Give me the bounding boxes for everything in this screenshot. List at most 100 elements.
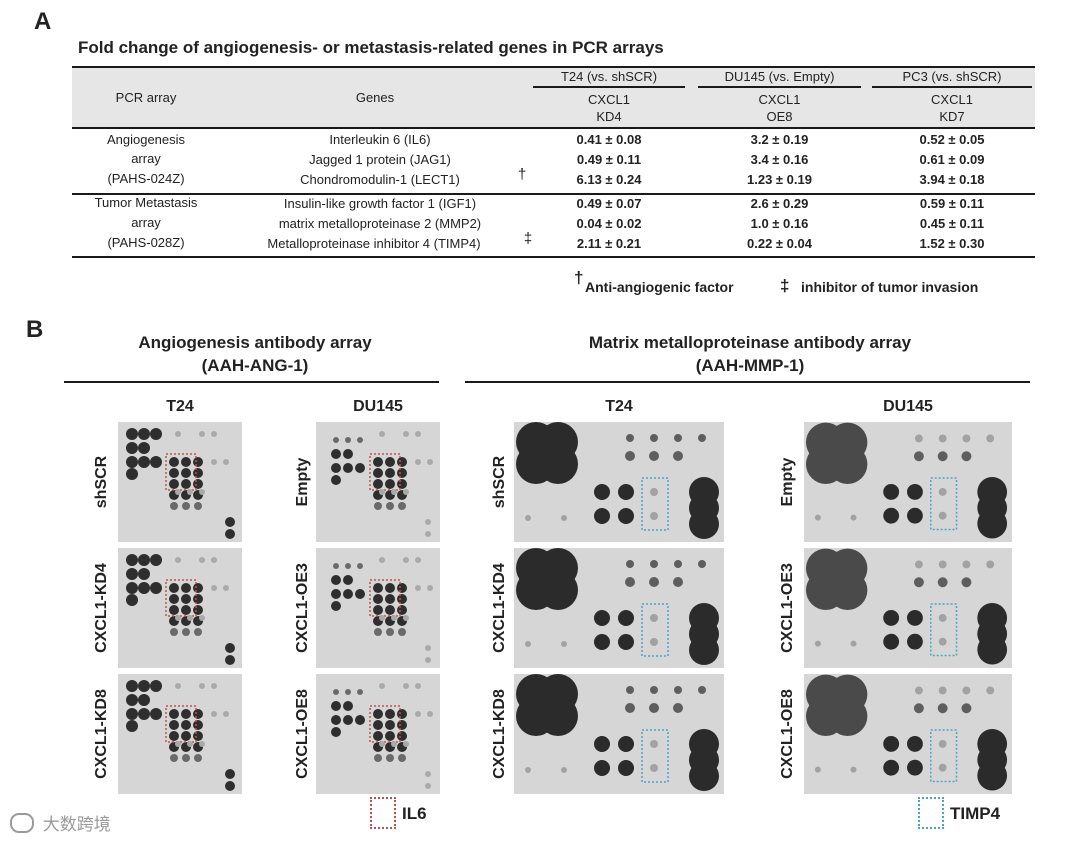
blot-spot — [527, 433, 567, 473]
blot-spot — [126, 456, 138, 468]
blot-spot — [594, 634, 610, 650]
blot-ang-du145-oe3 — [316, 548, 440, 668]
highlight-box — [165, 705, 197, 743]
blot-spot — [649, 451, 659, 461]
blot-spot — [403, 615, 409, 621]
blot-spot — [373, 479, 383, 489]
blot-image — [126, 554, 235, 665]
highlight-box — [641, 477, 669, 531]
blot-spot — [907, 735, 923, 752]
blot-spot — [343, 449, 353, 459]
blot-spot — [170, 754, 178, 762]
blot-spot — [193, 594, 203, 604]
blot-spot — [427, 459, 433, 465]
blot-ang-du145-empty — [316, 422, 440, 542]
blot-image — [126, 680, 235, 791]
il6-legend-box — [370, 797, 396, 829]
blot-spot — [397, 709, 407, 719]
blot-spot — [225, 643, 235, 653]
blot-spot — [938, 686, 947, 695]
blot-spot — [181, 583, 191, 593]
blot-spot — [379, 741, 385, 747]
blot-spot — [357, 437, 363, 443]
blot-mmp-du145-oe8 — [804, 674, 1012, 794]
mmp-array-rule — [465, 381, 1030, 383]
blot-spot — [698, 434, 706, 442]
blot-spot — [211, 431, 217, 437]
blot-spot — [331, 463, 341, 473]
blot-spot — [357, 563, 363, 569]
highlight-box — [930, 603, 958, 657]
blot-spot — [391, 741, 397, 747]
blot-spot — [126, 428, 138, 440]
blot-spot — [181, 709, 191, 719]
blot-spot — [194, 628, 202, 636]
gene-name: Metalloproteinase inhibitor 4 (TIMP4) — [267, 236, 481, 251]
blot-spot — [126, 468, 138, 480]
blot-spot — [379, 489, 385, 495]
value-pc3: 0.52 ± 0.05 — [919, 132, 985, 147]
blot-spot — [175, 431, 181, 437]
blot-spot — [343, 701, 353, 711]
blot-spot — [211, 711, 217, 717]
blot-spot — [938, 763, 947, 772]
blot-spot — [138, 582, 150, 594]
blot-spot — [187, 741, 193, 747]
blot-spot — [398, 754, 406, 762]
mmp-array-title: Matrix metalloproteinase antibody array — [588, 333, 912, 352]
blot-spot — [379, 557, 385, 563]
header-du145-line2: OE8 — [766, 109, 793, 124]
highlight-box — [930, 729, 958, 783]
blot-spot — [415, 711, 421, 717]
blot-spot — [385, 583, 395, 593]
blot-spot — [199, 615, 205, 621]
blot-spot — [649, 577, 659, 587]
blot-spot — [374, 502, 382, 510]
blot-spot — [211, 557, 217, 563]
blot-spot — [397, 583, 407, 593]
value-t24: 0.49 ± 0.11 — [576, 152, 642, 167]
blot-spot — [914, 560, 923, 569]
column-label-t24-ang: T24 — [166, 398, 194, 415]
blot-spot — [397, 720, 407, 730]
blot-spot — [182, 502, 190, 510]
blot-spot — [938, 560, 947, 569]
highlight-box — [165, 579, 197, 617]
blot-spot — [397, 479, 407, 489]
blot-spot — [403, 489, 409, 495]
blot-image — [331, 557, 433, 663]
header-t24-line2: KD4 — [596, 109, 622, 124]
blot-spot — [379, 615, 385, 621]
blot-spot — [182, 754, 190, 762]
blot-spot — [977, 760, 1008, 791]
blot-spot — [626, 434, 634, 442]
blot-spot — [170, 628, 178, 636]
row-label: shSCR — [93, 455, 110, 509]
blot-spot — [650, 638, 658, 646]
gene-name: Interleukin 6 (IL6) — [329, 132, 431, 147]
blot-spot — [698, 686, 706, 694]
blot-spot — [816, 559, 857, 600]
blot-image — [805, 548, 1008, 665]
value-pc3: 3.94 ± 0.18 — [919, 172, 985, 187]
blot-spot — [331, 589, 341, 599]
blot-spot — [345, 563, 351, 569]
blot-spot — [170, 502, 178, 510]
blot-spot — [961, 451, 972, 462]
blot-spot — [138, 680, 150, 692]
blot-spot — [814, 514, 821, 521]
blot-spot — [175, 741, 181, 747]
blot-spot — [398, 502, 406, 510]
value-du145: 1.23 ± 0.19 — [747, 172, 812, 187]
row-label: CXCL1-OE3 — [779, 563, 796, 653]
blot-spot — [650, 488, 658, 496]
blot-spot — [225, 529, 235, 539]
blot-spot — [883, 633, 900, 650]
blot-spot — [199, 683, 205, 689]
row-label: CXCL1-OE8 — [294, 689, 311, 779]
value-pc3: 0.45 ± 0.11 — [919, 216, 985, 231]
blot-spot — [331, 727, 341, 737]
blot-spot — [650, 740, 658, 748]
blot-spot — [181, 731, 191, 741]
blot-spot — [138, 694, 150, 706]
